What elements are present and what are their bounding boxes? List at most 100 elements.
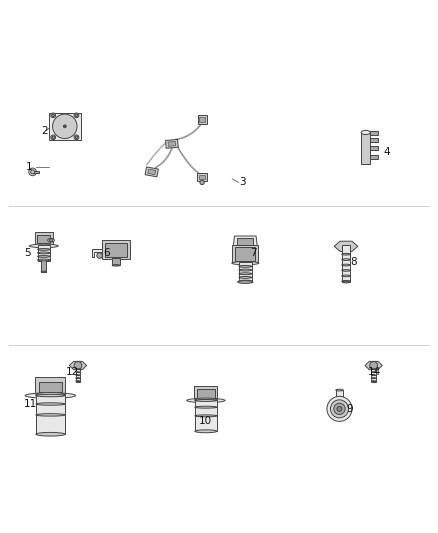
Ellipse shape [38, 259, 50, 261]
Ellipse shape [29, 244, 58, 248]
Polygon shape [365, 361, 382, 370]
Text: 11: 11 [24, 399, 37, 409]
Circle shape [74, 113, 79, 118]
Bar [237, 238, 253, 245]
Ellipse shape [239, 265, 252, 267]
Circle shape [327, 397, 352, 422]
Ellipse shape [38, 255, 50, 257]
Circle shape [370, 361, 378, 369]
Bar [336, 390, 343, 398]
Bar [195, 399, 217, 431]
Bar [39, 382, 62, 392]
Polygon shape [69, 361, 87, 370]
Circle shape [74, 361, 82, 369]
Text: 7: 7 [250, 248, 256, 259]
Circle shape [75, 114, 78, 117]
Circle shape [31, 170, 35, 174]
Text: 8: 8 [350, 257, 357, 267]
Ellipse shape [36, 392, 65, 396]
Ellipse shape [343, 281, 350, 283]
Bar [370, 146, 378, 150]
Bar [371, 366, 376, 382]
Ellipse shape [36, 432, 65, 436]
Polygon shape [92, 249, 102, 257]
Bar [38, 235, 50, 243]
Ellipse shape [232, 262, 259, 265]
Ellipse shape [239, 277, 252, 278]
Circle shape [337, 406, 342, 411]
Circle shape [334, 403, 345, 415]
Ellipse shape [342, 259, 350, 261]
Bar [370, 131, 378, 135]
Bar [105, 244, 127, 257]
Ellipse shape [239, 269, 252, 271]
Circle shape [64, 125, 66, 128]
Circle shape [51, 113, 56, 118]
Ellipse shape [76, 375, 80, 376]
Circle shape [51, 135, 56, 140]
Circle shape [63, 124, 67, 128]
Polygon shape [145, 167, 159, 177]
Bar [370, 138, 378, 142]
Ellipse shape [239, 280, 252, 282]
Text: 1: 1 [25, 161, 32, 172]
Bar [35, 232, 53, 245]
Polygon shape [148, 169, 155, 175]
Bar [342, 246, 350, 282]
Polygon shape [166, 140, 178, 148]
Text: 2: 2 [42, 126, 48, 136]
Polygon shape [334, 241, 358, 252]
Polygon shape [198, 115, 207, 124]
Polygon shape [168, 141, 176, 147]
Bar [35, 377, 66, 394]
Ellipse shape [371, 375, 376, 376]
Ellipse shape [371, 372, 376, 373]
Polygon shape [49, 112, 81, 140]
Ellipse shape [76, 381, 80, 382]
Circle shape [75, 136, 78, 139]
Circle shape [53, 114, 77, 139]
Ellipse shape [195, 399, 217, 401]
Ellipse shape [342, 275, 350, 277]
Bar [41, 260, 46, 272]
Bar [112, 259, 120, 265]
Bar [197, 390, 215, 398]
Ellipse shape [195, 406, 217, 408]
Ellipse shape [187, 398, 225, 402]
Ellipse shape [342, 280, 350, 282]
Ellipse shape [336, 389, 343, 391]
Circle shape [200, 180, 204, 184]
Polygon shape [233, 236, 257, 246]
Bar [194, 385, 217, 399]
Bar [370, 155, 378, 159]
Text: 10: 10 [199, 416, 212, 426]
Bar [33, 171, 39, 173]
Ellipse shape [41, 271, 46, 272]
Ellipse shape [195, 415, 217, 417]
Ellipse shape [36, 403, 65, 405]
Ellipse shape [237, 281, 253, 284]
Circle shape [97, 253, 102, 259]
Ellipse shape [342, 253, 350, 255]
Ellipse shape [48, 238, 54, 242]
Ellipse shape [195, 430, 217, 433]
Ellipse shape [36, 394, 65, 397]
Text: 5: 5 [24, 248, 31, 259]
Text: 14: 14 [368, 367, 381, 377]
Ellipse shape [38, 248, 50, 251]
Ellipse shape [342, 270, 350, 271]
Ellipse shape [36, 414, 65, 416]
Circle shape [52, 114, 54, 117]
Circle shape [74, 135, 79, 140]
Circle shape [49, 239, 53, 241]
Text: 6: 6 [103, 248, 110, 259]
Text: 12: 12 [66, 367, 79, 377]
Ellipse shape [371, 381, 376, 382]
Ellipse shape [195, 398, 217, 401]
Ellipse shape [239, 273, 252, 274]
Bar [235, 247, 255, 261]
Ellipse shape [25, 393, 76, 398]
Circle shape [52, 136, 54, 139]
Circle shape [57, 118, 73, 135]
Bar [36, 394, 65, 434]
